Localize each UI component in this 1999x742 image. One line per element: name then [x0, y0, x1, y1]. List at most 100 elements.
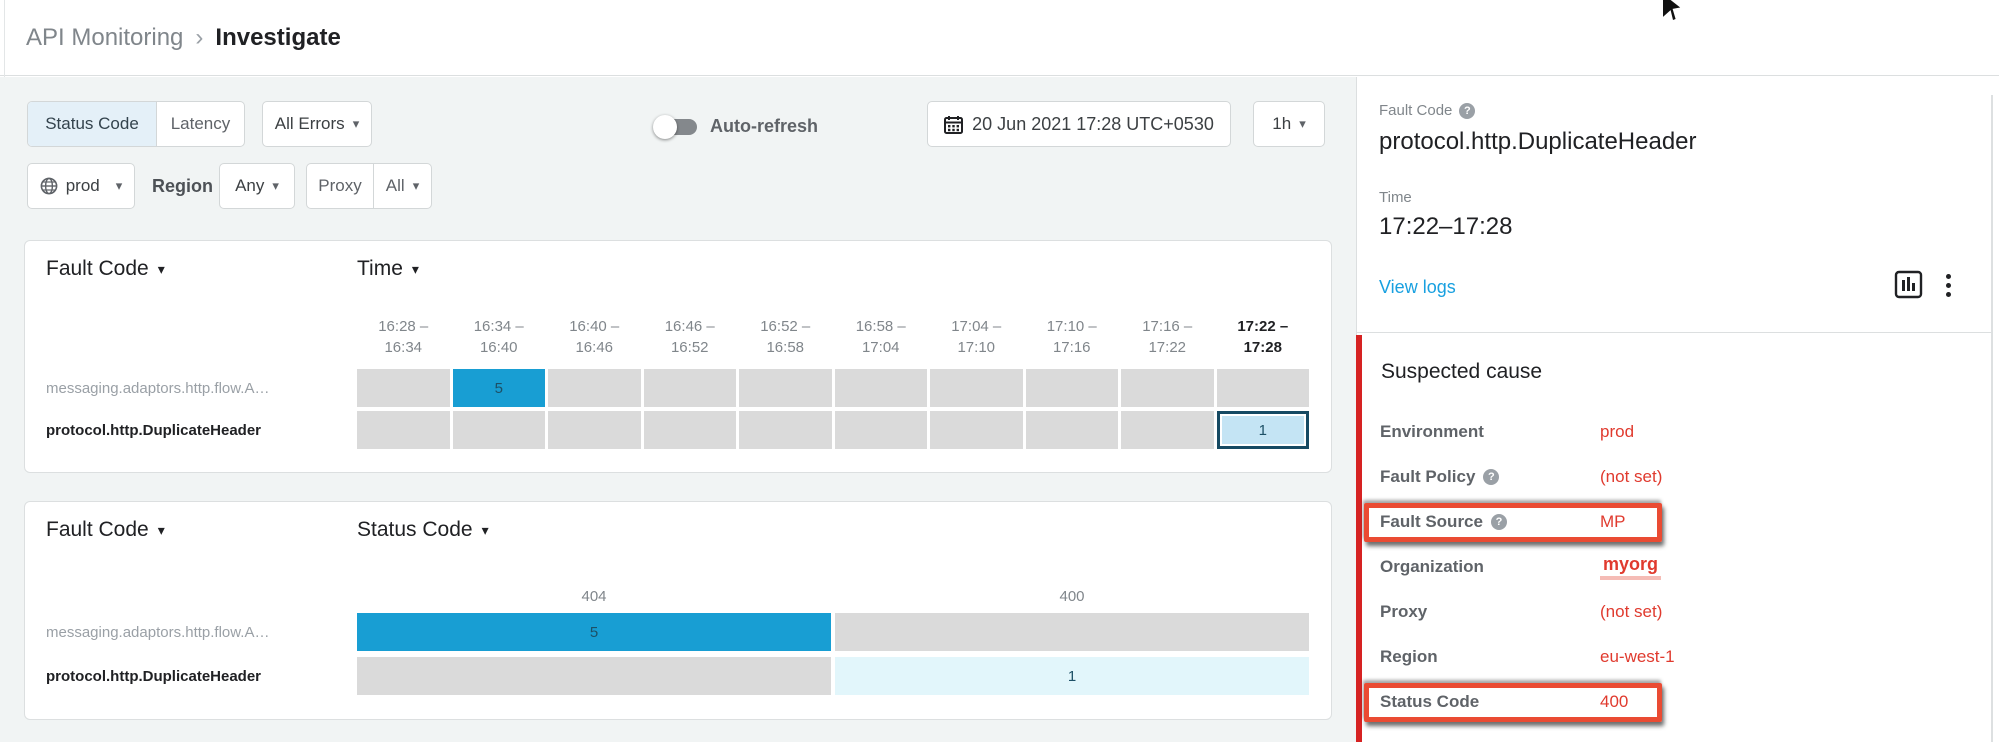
field-label-text: Fault Source	[1380, 512, 1483, 531]
heatmap-cell[interactable]	[739, 411, 832, 449]
fault-code-row-label[interactable]: protocol.http.DuplicateHeader	[46, 422, 262, 439]
page-title: Investigate	[215, 24, 341, 51]
heatmap-cell[interactable]	[930, 369, 1023, 407]
bar-chart-icon[interactable]	[1894, 270, 1923, 299]
col-dimension-label: Time	[357, 257, 403, 280]
detail-section-divider	[1357, 332, 1991, 333]
col-dimension-dropdown[interactable]: Time ▾	[357, 257, 419, 281]
globe-icon	[40, 177, 58, 195]
status-code-header: 404	[581, 588, 607, 605]
field-proxy: Proxy (not set)	[1380, 597, 1940, 627]
tab-latency[interactable]: Latency	[156, 102, 244, 146]
time-bucket-header: 16:46 – 16:52	[664, 318, 715, 356]
region-dropdown[interactable]: Any ▾	[219, 163, 295, 209]
detail-panel	[1356, 77, 1999, 742]
chevron-down-icon: ▾	[157, 521, 165, 538]
heatmap-cell[interactable]	[1121, 369, 1214, 407]
help-icon[interactable]: ?	[1483, 469, 1500, 485]
proxy-dropdown[interactable]: All ▾	[373, 164, 431, 208]
field-region: Region eu-west-1	[1380, 642, 1940, 672]
field-value: (not set)	[1600, 467, 1663, 486]
heatmap-cell-selected[interactable]: 1	[1216, 411, 1309, 449]
col-dimension-label: Status Code	[357, 518, 473, 541]
help-icon[interactable]: ?	[1459, 102, 1476, 119]
fault-code-row-label[interactable]: messaging.adaptors.http.flow.A…	[46, 380, 270, 397]
field-status-code: Status Code 400	[1380, 687, 1940, 717]
range-dropdown[interactable]: 1h ▾	[1253, 101, 1325, 147]
heatmap-cell[interactable]	[548, 369, 641, 407]
field-fault-source: Fault Source ? MP	[1380, 507, 1940, 537]
time-column-headers: 16:28 – 16:34 16:34 – 16:40 16:40 – 16:4…	[357, 316, 1309, 358]
chevron-down-icon: ▾	[411, 260, 419, 277]
status-code-header: 400	[1059, 588, 1085, 605]
row-dimension-label: Fault Code	[46, 257, 149, 280]
time-bucket-header-selected: 17:22 – 17:28	[1237, 318, 1289, 356]
field-value: prod	[1600, 422, 1635, 441]
heatmap-cell[interactable]	[357, 411, 450, 449]
heatmap-cell[interactable]	[643, 411, 736, 449]
heatmap-cell[interactable]	[357, 369, 450, 407]
field-label: Fault Source ?	[1380, 512, 1600, 532]
time-bucket-header: 16:52 – 16:58	[760, 318, 811, 356]
field-label: Organization	[1380, 557, 1484, 576]
fault-code-field: Fault Code ?	[1379, 102, 1476, 119]
toggle-knob	[653, 115, 677, 139]
environment-dropdown[interactable]: prod ▾	[27, 163, 135, 209]
heatmap-cell-value[interactable]: 1	[835, 657, 1309, 695]
field-label: Status Code	[1380, 692, 1480, 711]
field-value: (not set)	[1600, 602, 1663, 621]
heatmap-cell[interactable]	[452, 411, 545, 449]
heatmap-cell[interactable]	[643, 369, 736, 407]
fault-code-label: Fault Code	[1379, 102, 1453, 119]
region-value: Any	[235, 176, 265, 195]
field-label: Region	[1380, 647, 1438, 666]
proxy-filter-group: Proxy All ▾	[306, 163, 432, 209]
heatmap-cell[interactable]	[1121, 411, 1214, 449]
view-logs-link[interactable]: View logs	[1379, 277, 1456, 297]
heatmap-cell[interactable]	[548, 411, 641, 449]
heatmap-cell-value[interactable]: 5	[452, 369, 545, 407]
calendar-icon	[944, 115, 964, 134]
heatmap-row-1: 5	[357, 369, 1309, 407]
heatmap-cell-value[interactable]: 5	[357, 613, 831, 651]
heatmap-cell[interactable]	[834, 369, 927, 407]
proxy-value: All	[385, 176, 405, 195]
datetime-picker[interactable]: 20 Jun 2021 17:28 UTC+0530	[927, 101, 1231, 147]
help-icon[interactable]: ?	[1490, 514, 1507, 530]
field-label-text: Fault Policy	[1380, 467, 1476, 486]
heatmap-cell[interactable]	[1216, 369, 1309, 407]
region-label: Region	[152, 176, 213, 196]
heatmap-cell[interactable]	[739, 369, 832, 407]
heatmap-cell[interactable]	[357, 657, 831, 695]
scrollbar-track[interactable]	[1991, 95, 1993, 742]
environment-value: prod	[65, 176, 100, 195]
heatmap-cell[interactable]	[835, 613, 1309, 651]
fault-code-row-label[interactable]: messaging.adaptors.http.flow.A…	[46, 624, 270, 641]
heatmap-row-1: 5	[357, 613, 1309, 651]
heatmap-row-2: 1	[357, 657, 1309, 695]
time-value: 17:22–17:28	[1379, 213, 1513, 240]
metric-tab-group: Status Code Latency	[27, 101, 245, 147]
errors-dropdown-label: All Errors	[274, 114, 345, 133]
heatmap-cell[interactable]	[834, 411, 927, 449]
breadcrumb-api-monitoring[interactable]: API Monitoring	[26, 24, 184, 51]
tab-status-code[interactable]: Status Code	[28, 102, 156, 146]
auto-refresh-toggle[interactable]	[653, 115, 697, 139]
field-value: eu-west-1	[1600, 647, 1675, 666]
chevron-down-icon: ▾	[115, 178, 123, 193]
field-value: MP	[1600, 512, 1626, 531]
fault-code-row-label[interactable]: protocol.http.DuplicateHeader	[46, 668, 262, 685]
errors-dropdown[interactable]: All Errors ▾	[262, 101, 372, 147]
auto-refresh-label: Auto-refresh	[710, 116, 819, 136]
time-bucket-header: 16:28 – 16:34	[378, 318, 429, 356]
kebab-menu-icon[interactable]	[1946, 274, 1951, 297]
heatmap-cell[interactable]	[1025, 369, 1118, 407]
heatmap-cell[interactable]	[1025, 411, 1118, 449]
col-dimension-dropdown[interactable]: Status Code ▾	[357, 518, 489, 542]
heatmap-cell[interactable]	[930, 411, 1023, 449]
row-dimension-dropdown[interactable]: Fault Code ▾	[46, 257, 165, 281]
field-environment: Environment prod	[1380, 417, 1940, 447]
row-dimension-dropdown[interactable]: Fault Code ▾	[46, 518, 165, 542]
datetime-value: 20 Jun 2021 17:28 UTC+0530	[972, 113, 1214, 134]
time-bucket-header: 16:34 – 16:40	[473, 318, 524, 356]
